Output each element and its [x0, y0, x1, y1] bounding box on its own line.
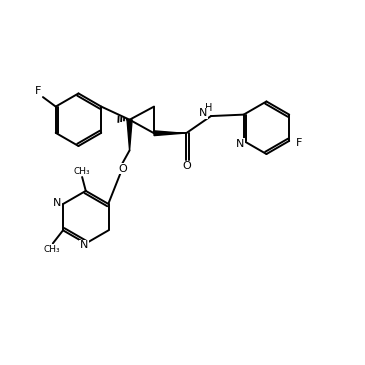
Text: F: F [35, 86, 42, 96]
Text: H: H [205, 103, 213, 113]
Text: CH₃: CH₃ [44, 245, 60, 254]
Text: N: N [236, 139, 244, 149]
Text: N: N [80, 240, 88, 250]
Text: O: O [118, 164, 127, 174]
Text: N: N [199, 108, 207, 118]
Text: N: N [53, 198, 62, 208]
Polygon shape [127, 120, 132, 150]
Text: O: O [182, 161, 191, 172]
Text: CH₃: CH₃ [73, 167, 90, 176]
Text: F: F [296, 138, 303, 148]
Polygon shape [154, 131, 183, 136]
